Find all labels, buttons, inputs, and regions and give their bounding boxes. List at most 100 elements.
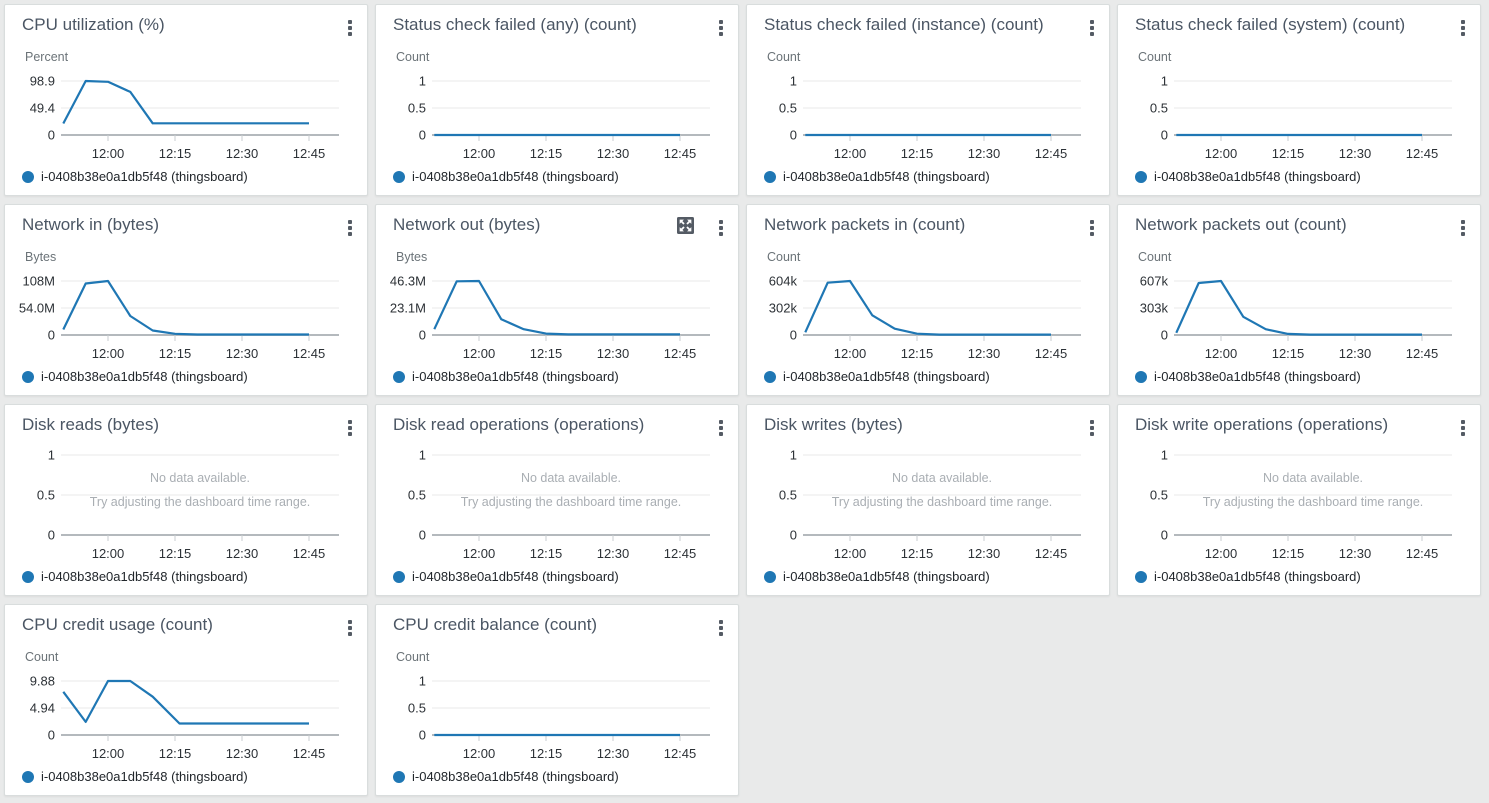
legend-label: i-0408b38e0a1db5f48 (thingsboard) <box>412 769 619 784</box>
x-tick-label: 12:15 <box>530 146 563 161</box>
y-tick-label: 0 <box>790 528 797 543</box>
y-tick-label: 1 <box>790 448 797 463</box>
metric-widget: Disk read operations (operations) 1 0.5 0 1… <box>375 404 739 596</box>
widget-menu-button[interactable] <box>1083 18 1101 38</box>
y-tick-label: 604k <box>769 274 798 289</box>
no-data-message: No data available. <box>150 471 250 485</box>
x-tick-label: 12:30 <box>597 146 630 161</box>
metric-widget: Disk reads (bytes) 1 0.5 0 12:00 12:15 12:30 1… <box>4 404 368 596</box>
ellipsis-icon <box>1090 232 1094 236</box>
x-tick-label: 12:15 <box>530 346 563 361</box>
legend-label: i-0408b38e0a1db5f48 (thingsboard) <box>41 569 248 584</box>
metric-line <box>804 279 1051 336</box>
ellipsis-icon <box>719 632 723 636</box>
metric-widget: CPU credit usage (count) Count 9.88 4.94 0… <box>4 604 368 796</box>
ellipsis-icon <box>348 420 352 424</box>
x-tick-label: 12:30 <box>226 146 259 161</box>
legend-item[interactable]: i-0408b38e0a1db5f48 (thingsboard) <box>393 769 619 784</box>
legend-item[interactable]: i-0408b38e0a1db5f48 (thingsboard) <box>22 569 248 584</box>
ellipsis-icon <box>348 626 352 630</box>
legend-marker <box>393 770 405 783</box>
widget-menu-button[interactable] <box>1454 418 1472 438</box>
legend-label: i-0408b38e0a1db5f48 (thingsboard) <box>41 369 248 384</box>
legend-item[interactable]: i-0408b38e0a1db5f48 (thingsboard) <box>764 569 990 584</box>
ellipsis-icon <box>719 620 723 624</box>
ellipsis-icon <box>348 232 352 236</box>
legend-item[interactable]: i-0408b38e0a1db5f48 (thingsboard) <box>764 169 990 184</box>
x-tick-label: 12:15 <box>1272 146 1305 161</box>
widget-title: CPU utilization (%) <box>22 15 165 34</box>
legend-label: i-0408b38e0a1db5f48 (thingsboard) <box>783 169 990 184</box>
legend-item[interactable]: i-0408b38e0a1db5f48 (thingsboard) <box>393 369 619 384</box>
no-data-message: No data available. <box>1263 471 1363 485</box>
y-tick-label: 4.94 <box>30 701 55 716</box>
x-tick-label: 12:15 <box>901 546 934 561</box>
x-tick-label: 12:00 <box>463 346 496 361</box>
y-tick-label: 0.5 <box>1150 101 1168 116</box>
widget-menu-button[interactable] <box>1454 218 1472 238</box>
ellipsis-icon <box>1090 426 1094 430</box>
widget-title: Disk write operations (operations) <box>1135 415 1389 434</box>
y-tick-label: 0.5 <box>408 701 426 716</box>
widget-menu-button[interactable] <box>1083 218 1101 238</box>
ellipsis-icon <box>1090 32 1094 36</box>
legend-label: i-0408b38e0a1db5f48 (thingsboard) <box>41 769 248 784</box>
ellipsis-icon <box>1461 432 1465 436</box>
legend-item[interactable]: i-0408b38e0a1db5f48 (thingsboard) <box>393 169 619 184</box>
y-tick-label: 49.4 <box>30 101 55 116</box>
y-axis-unit-label: Count <box>25 650 59 664</box>
widget-title: Network out (bytes) <box>393 215 541 234</box>
widget-title: CPU credit usage (count) <box>22 615 213 634</box>
ellipsis-icon <box>1461 20 1465 24</box>
widget-menu-button[interactable] <box>712 218 730 238</box>
y-axis-unit-label: Count <box>767 50 801 64</box>
x-tick-label: 12:00 <box>92 546 125 561</box>
metric-line <box>62 79 309 125</box>
x-tick-label: 12:00 <box>834 546 867 561</box>
widget-title: Status check failed (system) (count) <box>1135 15 1406 34</box>
x-tick-label: 12:30 <box>597 546 630 561</box>
widget-menu-button[interactable] <box>712 18 730 38</box>
legend-marker <box>393 170 405 183</box>
y-tick-label: 303k <box>1140 301 1169 316</box>
legend-item[interactable]: i-0408b38e0a1db5f48 (thingsboard) <box>1135 569 1361 584</box>
legend-item[interactable]: i-0408b38e0a1db5f48 (thingsboard) <box>22 769 248 784</box>
metric-widget: CPU utilization (%) Percent 98.9 49.4 0 12:… <box>4 4 368 196</box>
widget-menu-button[interactable] <box>341 618 359 638</box>
legend-item[interactable]: i-0408b38e0a1db5f48 (thingsboard) <box>764 369 990 384</box>
y-tick-label: 1 <box>419 448 426 463</box>
legend-item[interactable]: i-0408b38e0a1db5f48 (thingsboard) <box>1135 369 1361 384</box>
widget-menu-button[interactable] <box>341 218 359 238</box>
ellipsis-icon <box>1090 432 1094 436</box>
legend-label: i-0408b38e0a1db5f48 (thingsboard) <box>412 169 619 184</box>
ellipsis-icon <box>1461 226 1465 230</box>
ellipsis-icon <box>719 420 723 424</box>
widget-menu-button[interactable] <box>1083 418 1101 438</box>
widget-title: Network packets in (count) <box>764 215 966 234</box>
legend-item[interactable]: i-0408b38e0a1db5f48 (thingsboard) <box>1135 169 1361 184</box>
chart-plot: 1 0.5 0 12:00 12:15 12:30 12:45 No data availab… <box>408 448 710 561</box>
y-tick-label: 9.88 <box>30 674 55 689</box>
widget-menu-button[interactable] <box>341 418 359 438</box>
legend-item[interactable]: i-0408b38e0a1db5f48 (thingsboard) <box>22 369 248 384</box>
legend-item[interactable]: i-0408b38e0a1db5f48 (thingsboard) <box>22 169 248 184</box>
x-tick-label: 12:00 <box>834 146 867 161</box>
ellipsis-icon <box>1461 232 1465 236</box>
ellipsis-icon <box>719 20 723 24</box>
y-tick-label: 0 <box>790 328 797 343</box>
legend-marker <box>22 370 34 383</box>
x-tick-label: 12:45 <box>1035 146 1068 161</box>
x-tick-label: 12:15 <box>901 346 934 361</box>
expand-icon <box>677 217 694 234</box>
y-tick-label: 98.9 <box>30 74 55 89</box>
x-tick-label: 12:00 <box>463 546 496 561</box>
widget-menu-button[interactable] <box>712 618 730 638</box>
metric-widget: Status check failed (instance) (count) C… <box>746 4 1110 196</box>
widget-menu-button[interactable] <box>1454 18 1472 38</box>
legend-item[interactable]: i-0408b38e0a1db5f48 (thingsboard) <box>393 569 619 584</box>
widget-title: CPU credit balance (count) <box>393 615 598 634</box>
expand-widget-button[interactable] <box>677 217 694 234</box>
widget-menu-button[interactable] <box>712 418 730 438</box>
widget-menu-button[interactable] <box>341 18 359 38</box>
